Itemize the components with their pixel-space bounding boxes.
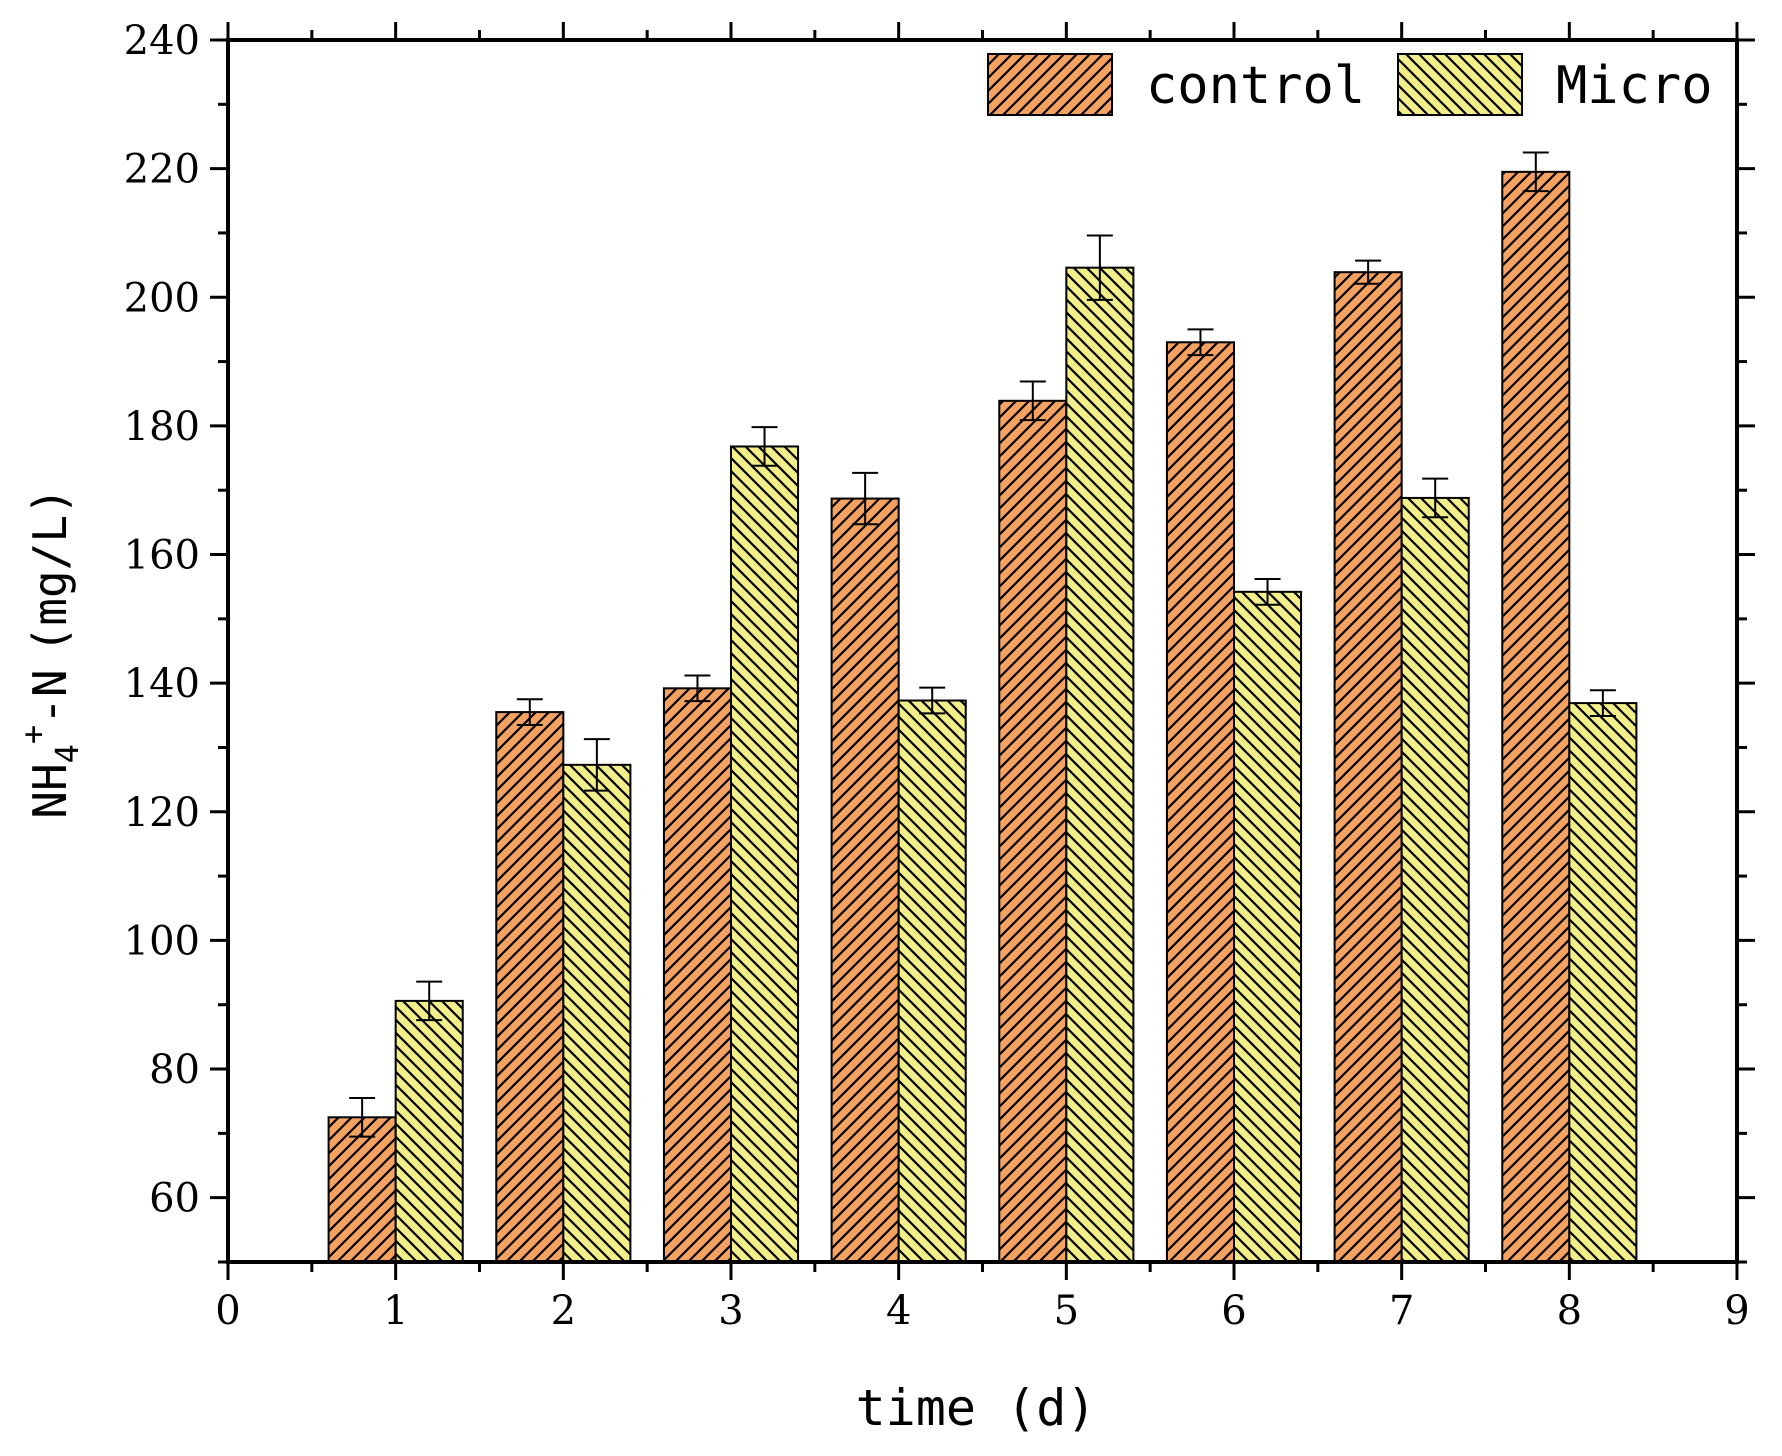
y-tick-label-180: 180 bbox=[124, 404, 200, 450]
bar-control-6-hatch bbox=[1165, 341, 1236, 1263]
error-bar-control-1 bbox=[349, 1096, 376, 1138]
bar-control-5-hatch bbox=[998, 399, 1068, 1263]
error-bar-micro-6 bbox=[1254, 577, 1281, 606]
bar-control-8-hatch bbox=[1501, 170, 1571, 1263]
y-tick-label-200: 200 bbox=[124, 275, 200, 321]
error-bar-micro-1 bbox=[416, 980, 443, 1022]
error-bar-control-5 bbox=[1019, 380, 1046, 422]
error-bar-control-8 bbox=[1522, 151, 1549, 193]
legend: control Micro bbox=[987, 53, 1713, 116]
error-bar-control-3 bbox=[684, 674, 711, 703]
x-tick-label-4: 4 bbox=[886, 1288, 911, 1334]
error-bar-micro-8 bbox=[1589, 689, 1616, 717]
bars-layer bbox=[327, 170, 1638, 1264]
y-axis-title-subscript: 4 bbox=[48, 744, 86, 763]
error-bar-control-7 bbox=[1355, 259, 1382, 285]
error-bar-micro-5 bbox=[1086, 234, 1113, 301]
y-axis-title-unit: (mg/L) bbox=[23, 487, 77, 653]
x-tick-label-7: 7 bbox=[1389, 1288, 1414, 1334]
y-tick-label-60: 60 bbox=[149, 1176, 200, 1222]
x-tick-label-9: 9 bbox=[1724, 1288, 1749, 1334]
bar-control-1-hatch bbox=[327, 1116, 397, 1263]
error-bar-control-4 bbox=[852, 471, 879, 526]
y-axis-title-suffix: -N bbox=[23, 669, 77, 724]
legend-label-micro: Micro bbox=[1556, 56, 1713, 116]
error-bar-micro-2 bbox=[583, 738, 610, 792]
axes-layer bbox=[210, 22, 1755, 1280]
error-bar-micro-3 bbox=[751, 426, 778, 467]
bar-micro-3-hatch bbox=[730, 445, 800, 1264]
x-tick-label-0: 0 bbox=[215, 1288, 240, 1334]
tick-labels-layer: 0 1 2 3 4 5 6 7 8 9 60 80 100 120 140 160 180 200 220 240 bbox=[124, 18, 1750, 1334]
bar-micro-4-hatch bbox=[897, 699, 967, 1263]
error-bar-control-2 bbox=[516, 698, 543, 726]
y-tick-label-240: 240 bbox=[124, 18, 200, 64]
y-axis-title-superscript: + bbox=[14, 725, 52, 744]
x-tick-label-2: 2 bbox=[551, 1288, 576, 1334]
bar-micro-7-hatch bbox=[1400, 496, 1470, 1263]
error-bar-micro-4 bbox=[919, 686, 946, 715]
error-bar-control-6 bbox=[1187, 328, 1214, 357]
y-axis-title-base: NH bbox=[23, 763, 77, 818]
error-bars-layer bbox=[349, 151, 1616, 1138]
bar-micro-6-hatch bbox=[1233, 590, 1303, 1263]
y-tick-label-220: 220 bbox=[124, 147, 200, 193]
bar-control-4-hatch bbox=[830, 497, 900, 1263]
error-bar-micro-7 bbox=[1422, 477, 1449, 519]
x-tick-label-1: 1 bbox=[383, 1288, 408, 1334]
bar-micro-2-hatch bbox=[562, 763, 632, 1263]
bar-control-2-hatch bbox=[495, 711, 565, 1263]
bar-control-7-hatch bbox=[1333, 271, 1403, 1263]
legend-swatch-control-hatch bbox=[987, 53, 1113, 116]
y-tick-label-140: 140 bbox=[124, 661, 200, 707]
y-axis-title: NH4+-N (mg/L) bbox=[14, 487, 86, 818]
y-tick-label-80: 80 bbox=[149, 1047, 200, 1093]
y-tick-label-160: 160 bbox=[124, 533, 200, 579]
x-tick-label-6: 6 bbox=[1221, 1288, 1246, 1334]
bar-control-3-hatch bbox=[662, 687, 733, 1263]
legend-swatch-micro-hatch bbox=[1397, 53, 1523, 116]
bar-micro-5-hatch bbox=[1065, 266, 1135, 1263]
bar-micro-1-hatch bbox=[394, 999, 464, 1263]
x-tick-label-5: 5 bbox=[1054, 1288, 1079, 1334]
y-tick-label-120: 120 bbox=[124, 790, 200, 836]
bar-micro-8-hatch bbox=[1568, 702, 1638, 1263]
x-tick-label-3: 3 bbox=[718, 1288, 743, 1334]
x-tick-label-8: 8 bbox=[1557, 1288, 1582, 1334]
x-axis-title: time (d) bbox=[856, 1379, 1097, 1437]
y-tick-label-100: 100 bbox=[124, 918, 200, 964]
legend-label-control: control bbox=[1146, 56, 1365, 116]
